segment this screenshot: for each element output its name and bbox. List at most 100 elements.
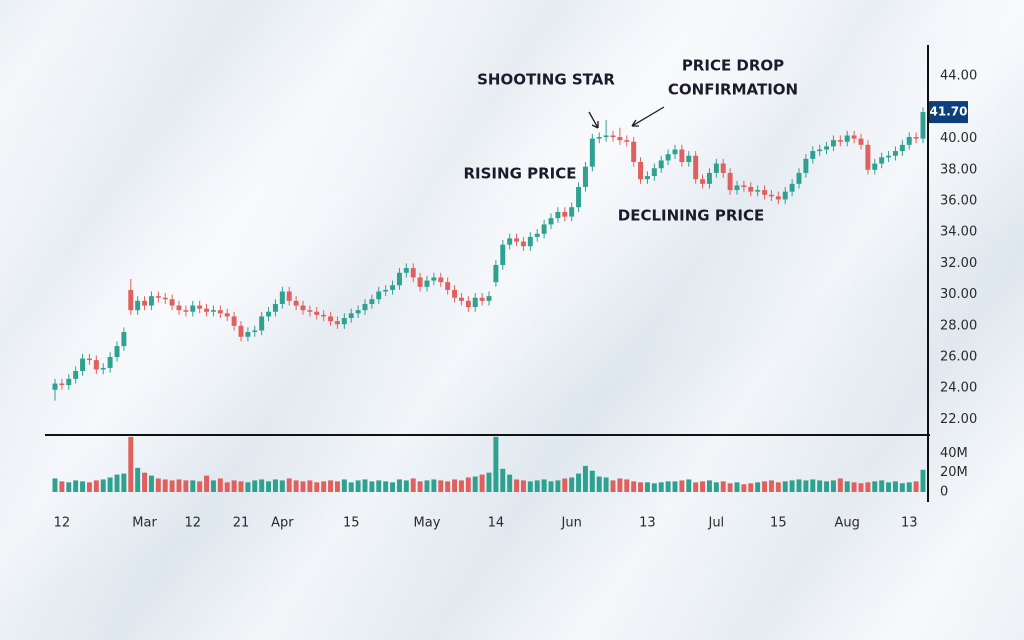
volume-bar bbox=[465, 477, 471, 492]
candle-body bbox=[514, 238, 520, 242]
candle-body bbox=[73, 371, 79, 379]
x-tick-label: 13 bbox=[901, 516, 918, 531]
candle-body bbox=[362, 303, 368, 311]
volume-bar bbox=[59, 481, 65, 492]
candle-body bbox=[886, 155, 892, 158]
volume-bar bbox=[328, 480, 334, 492]
volume-bar bbox=[114, 474, 120, 492]
annotation: DECLINING PRICE bbox=[618, 207, 764, 225]
volume-bar bbox=[837, 478, 843, 492]
candle-body bbox=[465, 300, 471, 308]
candle-body bbox=[183, 310, 189, 312]
volume-bar bbox=[362, 479, 368, 492]
volume-bar bbox=[86, 482, 92, 492]
volume-bar bbox=[376, 480, 382, 492]
volume-bar bbox=[686, 479, 692, 492]
volume-bar bbox=[438, 480, 444, 492]
candle-body bbox=[858, 138, 864, 145]
candle-body bbox=[142, 300, 148, 306]
volume-bar bbox=[128, 436, 134, 492]
candle-body bbox=[376, 291, 382, 300]
candle-body bbox=[231, 316, 237, 326]
volume-bar bbox=[569, 477, 575, 492]
candle-body bbox=[617, 137, 623, 141]
volume-bar bbox=[424, 480, 430, 492]
candle-body bbox=[321, 314, 327, 317]
candle-body bbox=[569, 207, 575, 217]
candle-body bbox=[555, 211, 561, 219]
volume-bar bbox=[52, 478, 58, 492]
volume-bar bbox=[899, 483, 905, 492]
volume-bar bbox=[272, 479, 278, 492]
y2-tick-label: 20M bbox=[940, 465, 968, 480]
volume-bar bbox=[245, 482, 251, 492]
volume-bar bbox=[493, 436, 499, 492]
candle-body bbox=[128, 289, 134, 311]
volume-bar bbox=[589, 470, 595, 492]
volume-bar bbox=[913, 481, 919, 492]
candle-body bbox=[507, 238, 513, 245]
candle-body bbox=[665, 154, 671, 161]
volume-bar bbox=[224, 482, 230, 492]
candle-body bbox=[59, 383, 65, 386]
candle-body bbox=[210, 310, 216, 312]
volume-bar bbox=[390, 482, 396, 492]
candle-body bbox=[500, 244, 506, 265]
candle-body bbox=[693, 155, 699, 180]
volume-bar bbox=[472, 476, 478, 492]
candle-body bbox=[300, 305, 306, 311]
volume-bar bbox=[748, 483, 754, 492]
volume-bar bbox=[920, 469, 926, 492]
candle-body bbox=[768, 194, 774, 197]
candle-body bbox=[817, 149, 823, 152]
volume-bar bbox=[300, 481, 306, 492]
candle-body bbox=[810, 151, 816, 159]
candle-body bbox=[266, 311, 272, 317]
volume-bar bbox=[458, 480, 464, 492]
candle-body bbox=[259, 316, 265, 331]
candle-body bbox=[445, 282, 451, 290]
x-tick-label: 15 bbox=[770, 516, 787, 531]
volume-bar bbox=[169, 480, 175, 492]
candle-body bbox=[624, 140, 630, 142]
volume-bar bbox=[555, 480, 561, 492]
y-tick-label: 44.00 bbox=[940, 69, 977, 84]
candle-body bbox=[706, 172, 712, 184]
volume-bar bbox=[713, 482, 719, 492]
volume-bar bbox=[176, 479, 182, 492]
candle-body bbox=[548, 218, 554, 225]
candle-body bbox=[713, 163, 719, 173]
x-tick-label: 15 bbox=[343, 516, 360, 531]
volume-bar bbox=[824, 481, 830, 492]
candle-body bbox=[672, 149, 678, 155]
candle-body bbox=[452, 289, 458, 298]
candle-body bbox=[803, 158, 809, 173]
x-tick-label: 12 bbox=[54, 516, 71, 531]
arrows bbox=[588, 106, 665, 129]
volume-bar bbox=[851, 482, 857, 492]
candle-body bbox=[66, 378, 72, 386]
volume-bar bbox=[789, 480, 795, 492]
candle-body bbox=[114, 346, 120, 357]
candle-body bbox=[383, 289, 389, 292]
candle-body bbox=[479, 297, 485, 301]
volume-bar bbox=[341, 479, 347, 492]
y-tick-label: 26.00 bbox=[940, 350, 977, 365]
candle-body bbox=[851, 135, 857, 139]
volume-bar bbox=[727, 483, 733, 492]
volume-bar bbox=[679, 480, 685, 492]
candle-body bbox=[417, 277, 423, 287]
volume-bar bbox=[817, 480, 823, 492]
volume-bar bbox=[858, 483, 864, 492]
candle-body bbox=[610, 135, 616, 138]
candle-body bbox=[390, 285, 396, 290]
candle-body bbox=[307, 310, 313, 312]
candle-body bbox=[169, 299, 175, 306]
volume-bar bbox=[155, 478, 161, 492]
volume-bar bbox=[768, 480, 774, 492]
volume-bar bbox=[803, 480, 809, 492]
volume-bar bbox=[700, 481, 706, 492]
volume-bar bbox=[252, 480, 258, 492]
volume-bar bbox=[631, 481, 637, 492]
